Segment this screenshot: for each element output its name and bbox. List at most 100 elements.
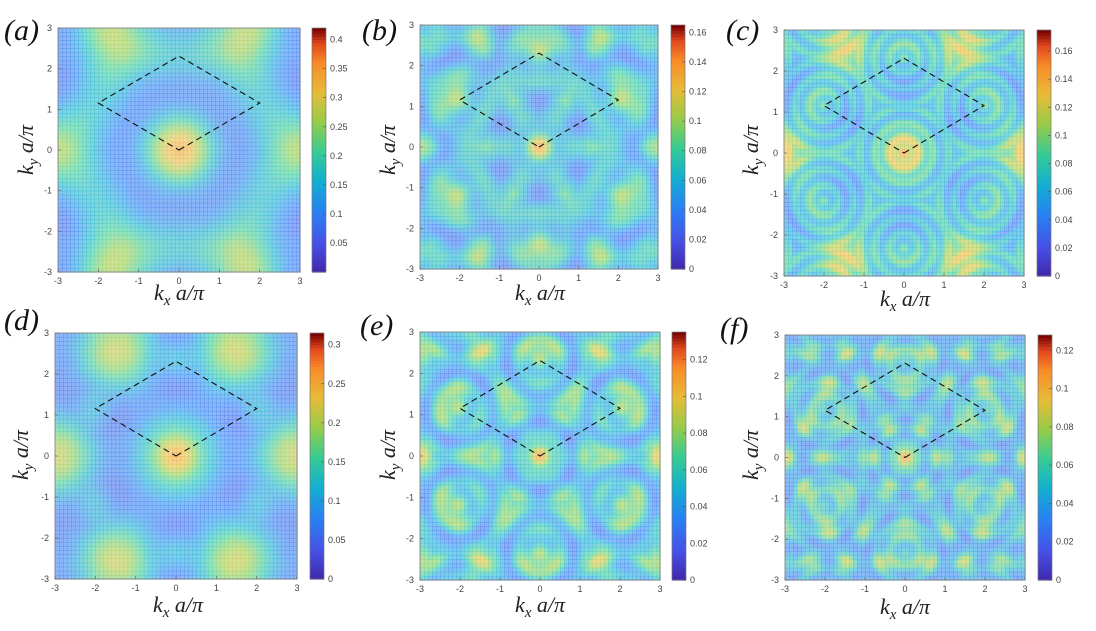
heatmap-cell: [174, 133, 180, 139]
heatmap-cell: [219, 105, 224, 110]
heatmap-cell: [134, 133, 140, 139]
heatmap-cell: [154, 125, 160, 131]
heatmap-cell: [199, 129, 204, 135]
heatmap-cell: [78, 28, 83, 33]
heatmap-cell: [283, 60, 289, 66]
heatmap-cell: [78, 121, 83, 127]
heatmap-cell: [78, 84, 83, 90]
heatmap-cell: [154, 72, 160, 78]
heatmap-cell: [78, 76, 83, 82]
heatmap-cell: [146, 68, 152, 74]
heatmap-cell: [98, 101, 103, 106]
heatmap-cell: [142, 44, 148, 49]
heatmap-cell: [207, 125, 212, 131]
heatmap-cell: [78, 97, 83, 102]
heatmap-cell: [130, 64, 136, 70]
heatmap-cell: [150, 113, 156, 119]
heatmap-cell: [291, 68, 297, 74]
heatmap-cell: [271, 60, 277, 66]
heatmap-cell: [255, 109, 261, 114]
heatmap-cell: [219, 137, 224, 143]
heatmap-cell: [267, 109, 273, 114]
heatmap-cell: [158, 40, 164, 45]
heatmap-cell: [94, 113, 99, 119]
heatmap-cell: [243, 52, 249, 58]
heatmap-cell: [62, 113, 67, 119]
heatmap-cell: [179, 60, 184, 66]
heatmap-cell: [174, 117, 180, 123]
heatmap-cell: [62, 60, 67, 66]
heatmap-cell: [142, 93, 148, 98]
heatmap-cell: [66, 97, 71, 102]
heatmap-cell: [114, 28, 120, 33]
heatmap-cell: [247, 117, 253, 123]
heatmap-cell: [122, 40, 128, 45]
heatmap-cell: [150, 36, 156, 41]
heatmap-cell: [259, 89, 265, 94]
heatmap-cell: [86, 109, 91, 114]
heatmap-cell: [66, 76, 71, 82]
heatmap-cell: [259, 133, 265, 139]
heatmap-cell: [118, 40, 124, 45]
heatmap-cell: [158, 72, 164, 78]
heatmap-cell: [102, 28, 107, 33]
heatmap-cell: [271, 84, 277, 90]
heatmap-cell: [251, 89, 257, 94]
heatmap-cell: [279, 113, 285, 119]
heatmap-cell: [223, 97, 228, 102]
heatmap-cell: [158, 48, 164, 53]
heatmap-cell: [211, 60, 216, 66]
heatmap-cell: [62, 52, 67, 58]
heatmap-cell: [243, 60, 249, 66]
heatmap-cell: [134, 68, 140, 74]
heatmap-cell: [267, 121, 273, 127]
heatmap-cell: [70, 117, 75, 123]
heatmap-cell: [118, 32, 124, 37]
heatmap-cell: [187, 48, 192, 53]
heatmap-cell: [259, 113, 265, 119]
heatmap-cell: [283, 56, 289, 62]
heatmap-cell: [287, 80, 293, 86]
heatmap-cell: [183, 125, 188, 131]
heatmap-cell: [219, 36, 224, 41]
heatmap-cell: [211, 44, 216, 49]
heatmap-cell: [158, 101, 164, 106]
heatmap-cell: [287, 125, 293, 131]
heatmap-cell: [243, 56, 249, 62]
heatmap-cell: [207, 72, 212, 78]
heatmap-cell: [130, 68, 136, 74]
heatmap-cell: [255, 121, 261, 127]
heatmap-cell: [259, 72, 265, 78]
heatmap-cell: [207, 105, 212, 110]
heatmap-cell: [90, 80, 95, 86]
heatmap-cell: [70, 84, 75, 90]
heatmap-cell: [211, 89, 216, 94]
heatmap-cell: [130, 137, 136, 143]
heatmap-cell: [78, 117, 83, 123]
heatmap-cell: [211, 48, 216, 53]
heatmap-cell: [267, 113, 273, 119]
heatmap-cell: [142, 117, 148, 123]
heatmap-cell: [62, 48, 67, 53]
heatmap-cell: [255, 52, 261, 58]
heatmap-cell: [287, 48, 293, 53]
heatmap-cell: [166, 40, 172, 45]
heatmap-cell: [174, 44, 180, 49]
heatmap-cell: [279, 32, 285, 37]
heatmap-cell: [150, 117, 156, 123]
heatmap-cell: [166, 84, 172, 90]
heatmap-cell: [235, 56, 241, 62]
heatmap-cell: [114, 133, 120, 139]
heatmap-cell: [146, 117, 152, 123]
heatmap-cell: [247, 97, 253, 102]
heatmap-cell: [219, 129, 224, 135]
heatmap-cell: [146, 40, 152, 45]
heatmap-cell: [118, 89, 124, 94]
heatmap-cell: [271, 121, 277, 127]
heatmap-cell: [82, 56, 87, 62]
heatmap-cell: [247, 76, 253, 82]
heatmap-cell: [183, 113, 188, 119]
heatmap-cell: [287, 72, 293, 78]
heatmap-cell: [110, 113, 116, 119]
heatmap-cell: [70, 89, 75, 94]
